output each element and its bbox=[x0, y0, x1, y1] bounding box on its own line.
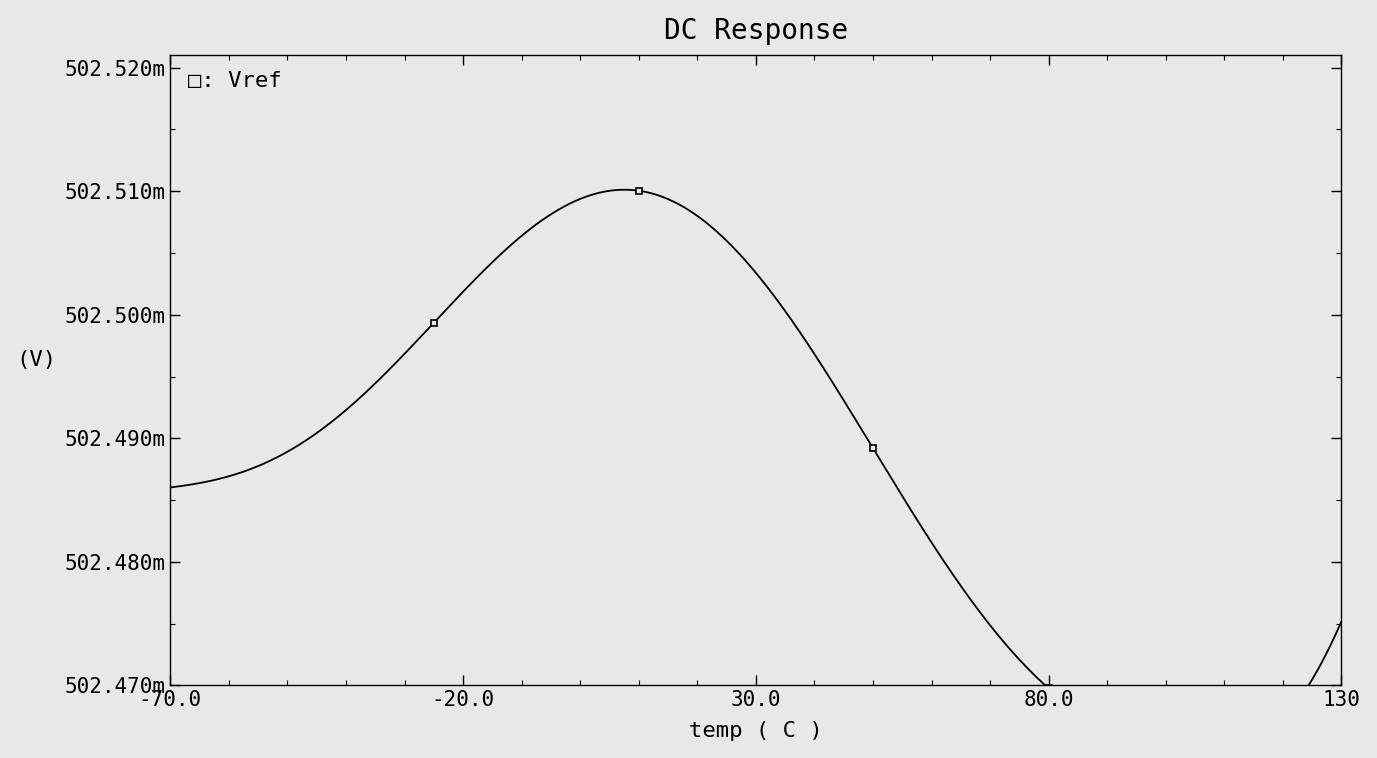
Y-axis label: (V): (V) bbox=[17, 350, 56, 371]
X-axis label: temp ( C ): temp ( C ) bbox=[688, 722, 822, 741]
Title: DC Response: DC Response bbox=[664, 17, 848, 45]
Text: □: Vref: □: Vref bbox=[187, 71, 281, 91]
